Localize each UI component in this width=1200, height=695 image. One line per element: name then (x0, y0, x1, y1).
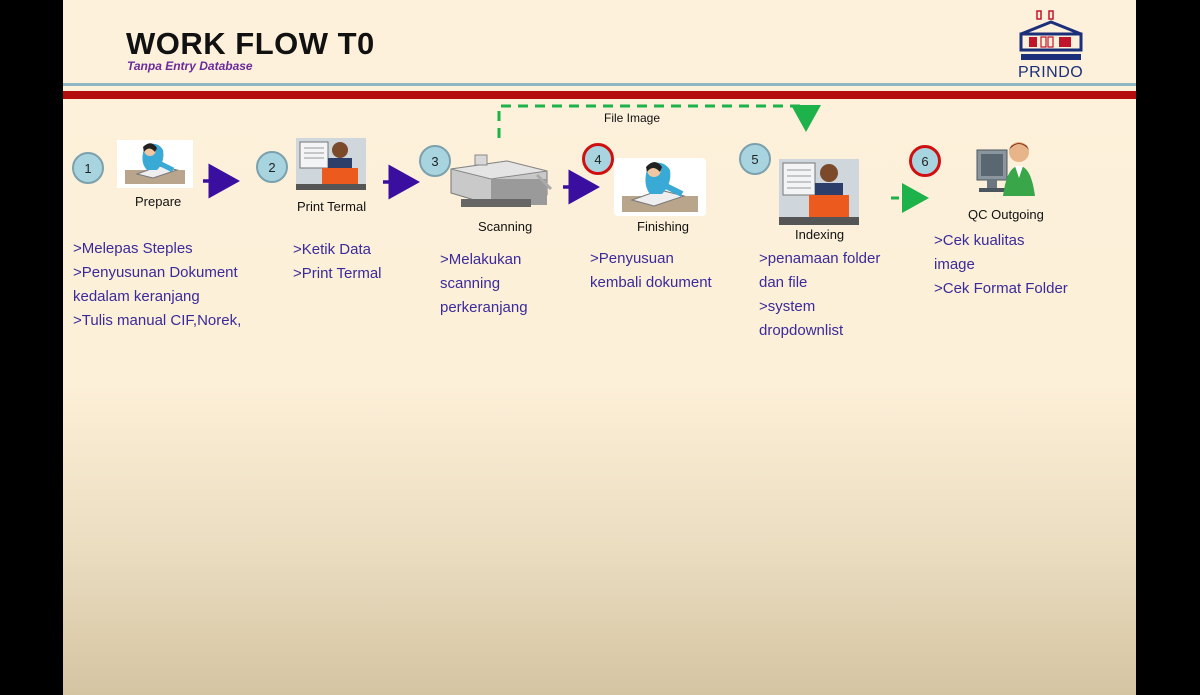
step-4-label: Finishing (637, 219, 690, 234)
flow-connectors (203, 104, 929, 213)
description-line: kembali dokument (590, 274, 712, 291)
user-computer-icon (976, 142, 1035, 196)
description-line: image (934, 256, 975, 273)
step-3-badge: 3 (419, 145, 451, 177)
description-line: >Ketik Data (293, 241, 371, 258)
description-line: >penamaan folder (759, 250, 881, 267)
description-line: dan file (759, 274, 808, 291)
step-6-label: QC Outgoing (968, 207, 1044, 222)
step-5-description: >penamaan folder dan file >system dropdo… (759, 247, 880, 343)
description-line: >Cek kualitas (934, 232, 1025, 249)
description-line: >Melakukan (440, 251, 522, 268)
step-1-description: >Melepas Steples >Penyusunan Dokument ke… (73, 237, 241, 333)
header-divider-teal (63, 83, 1136, 86)
step-3-description: >Melakukan scanning perkeranjang (440, 248, 528, 320)
step-2-description: >Ketik Data >Print Termal (293, 238, 382, 286)
page-title: WORK FLOW T0 (126, 26, 375, 61)
step-1-badge: 1 (72, 152, 104, 184)
person-at-computer-icon (296, 138, 366, 190)
page-subtitle: Tanpa Entry Database (127, 59, 253, 73)
description-line: >Penyusunan Dokument (73, 264, 238, 281)
description-line: scanning (440, 275, 501, 292)
step-2-badge: 2 (256, 151, 288, 183)
description-line: >Tulis manual CIF,Norek, (73, 312, 242, 329)
prindo-logo-icon (1019, 10, 1083, 60)
step-5-label: Indexing (795, 227, 845, 242)
step-6-badge: 6 (909, 145, 941, 177)
person-at-computer-icon (779, 159, 859, 225)
scanner-icon (450, 154, 553, 207)
description-line: >Penyusuan (590, 250, 674, 267)
step-2-label: Print Termal (297, 199, 367, 214)
logo-text: PRINDO (1018, 64, 1084, 81)
description-line: dropdownlist (759, 322, 844, 339)
description-line: kedalam keranjang (73, 288, 200, 305)
step-6-description: >Cek kualitas image >Cek Format Folder (934, 229, 1068, 301)
step-5-badge: 5 (739, 143, 771, 175)
step-4-description: >Penyusuan kembali dokument (590, 247, 712, 295)
woman-writing-icon (614, 158, 706, 216)
file-image-label: File Image (604, 111, 661, 125)
slide: WORK FLOW T0 Tanpa Entry Database PRINDO… (63, 0, 1136, 695)
header-divider-red (63, 91, 1136, 99)
description-line: >Print Termal (293, 265, 382, 282)
step-3-label: Scanning (478, 219, 533, 234)
dashed-arrow-file-image (497, 104, 821, 138)
description-line: >Cek Format Folder (934, 280, 1068, 297)
step-4-badge: 4 (582, 143, 614, 175)
description-line: perkeranjang (440, 299, 528, 316)
description-line: >Melepas Steples (73, 240, 193, 257)
description-line: >system (759, 298, 816, 315)
woman-writing-icon (117, 140, 193, 188)
step-1-label: Prepare (135, 194, 182, 209)
